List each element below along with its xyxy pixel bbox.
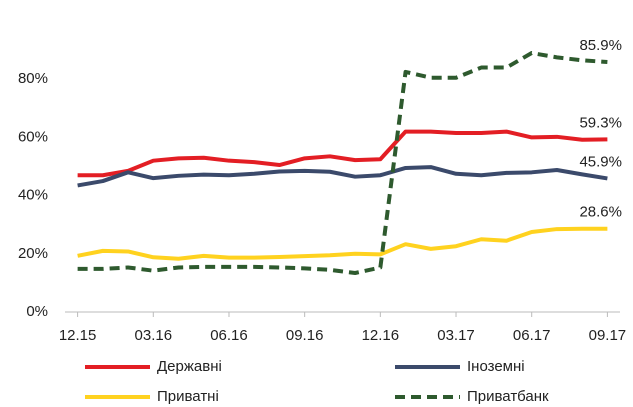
y-tick-label: 0% bbox=[26, 303, 48, 320]
legend-label: Приватні bbox=[157, 388, 219, 405]
x-tick-label: 03.16 bbox=[135, 327, 173, 344]
y-tick-label: 60% bbox=[18, 128, 48, 145]
series-line bbox=[77, 165, 608, 188]
x-tick-label: 03.17 bbox=[437, 327, 475, 344]
legend-label: Іноземні bbox=[467, 358, 525, 375]
data-label: 59.3% bbox=[579, 114, 622, 131]
x-tick-label: 06.17 bbox=[513, 327, 551, 344]
series-line bbox=[77, 51, 608, 276]
data-label: 85.9% bbox=[579, 37, 622, 54]
legend-label: Приватбанк bbox=[467, 388, 549, 405]
y-tick-label: 20% bbox=[18, 245, 48, 262]
x-tick-label: 09.16 bbox=[286, 327, 324, 344]
x-tick-label: 12.15 bbox=[59, 327, 97, 344]
y-tick-label: 80% bbox=[18, 70, 48, 87]
series-line bbox=[77, 129, 608, 178]
x-tick-label: 06.16 bbox=[210, 327, 248, 344]
data-label: 45.9% bbox=[579, 153, 622, 170]
y-tick-label: 40% bbox=[18, 187, 48, 204]
legend-label: Державні bbox=[157, 358, 222, 375]
x-tick-label: 09.17 bbox=[589, 327, 627, 344]
data-label: 28.6% bbox=[579, 204, 622, 221]
series-line bbox=[77, 226, 608, 261]
x-tick-label: 12.16 bbox=[362, 327, 400, 344]
